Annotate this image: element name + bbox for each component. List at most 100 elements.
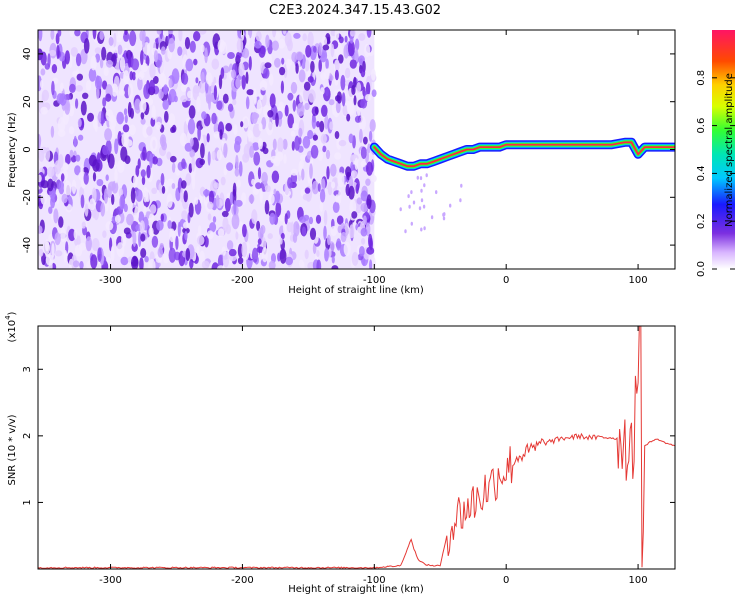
noise-blob xyxy=(340,74,346,91)
signal-scatter xyxy=(407,194,410,199)
noise-blob xyxy=(111,194,115,205)
noise-blob xyxy=(324,247,329,262)
noise-blob xyxy=(151,235,159,248)
noise-blob xyxy=(216,100,223,111)
noise-blob xyxy=(271,170,280,184)
noise-blob xyxy=(148,213,155,223)
noise-blob xyxy=(268,193,275,205)
noise-blob xyxy=(268,260,276,269)
noise-blob xyxy=(232,182,237,197)
noise-blob xyxy=(200,44,205,53)
noise-blob xyxy=(280,232,285,240)
noise-blob xyxy=(153,50,159,63)
snr-x-tick-label: 0 xyxy=(503,575,509,586)
noise-blob xyxy=(368,130,373,142)
noise-blob xyxy=(233,124,238,136)
noise-blob xyxy=(102,145,109,156)
noise-blob xyxy=(295,51,304,61)
noise-blob xyxy=(60,173,65,182)
noise-blob xyxy=(163,84,169,95)
noise-blob xyxy=(369,119,376,132)
noise-blob xyxy=(245,71,249,85)
signal-scatter xyxy=(423,226,426,231)
noise-blob xyxy=(123,227,131,235)
noise-blob xyxy=(366,30,372,38)
noise-blob xyxy=(207,201,214,210)
snr-frame xyxy=(37,325,676,570)
noise-blob xyxy=(167,220,172,229)
noise-blob xyxy=(285,256,293,266)
noise-blob xyxy=(235,231,239,240)
noise-blob xyxy=(360,146,367,159)
noise-blob xyxy=(200,142,205,159)
noise-blob xyxy=(290,168,298,176)
noise-blob xyxy=(258,122,263,132)
noise-blob xyxy=(130,187,136,204)
noise-blob xyxy=(148,227,154,237)
noise-blob xyxy=(258,45,266,58)
noise-blob xyxy=(326,166,330,180)
noise-blob xyxy=(355,183,359,194)
noise-blob xyxy=(222,65,230,74)
noise-blob xyxy=(310,145,319,159)
noise-blob xyxy=(75,154,81,162)
noise-blob xyxy=(275,112,279,128)
noise-blob xyxy=(187,118,196,135)
noise-blob xyxy=(351,211,358,219)
noise-blob xyxy=(75,53,82,67)
noise-blob xyxy=(253,88,257,104)
noise-blob xyxy=(92,172,97,182)
noise-blob xyxy=(324,113,329,130)
noise-blob xyxy=(282,138,288,150)
noise-blob xyxy=(189,137,194,147)
noise-blob xyxy=(371,68,376,81)
noise-blob xyxy=(185,173,192,186)
noise-blob xyxy=(71,179,77,194)
noise-blob xyxy=(149,204,157,214)
noise-blob xyxy=(318,42,323,56)
noise-blob xyxy=(351,84,356,96)
noise-blob xyxy=(291,141,295,151)
noise-blob xyxy=(325,86,329,97)
noise-blob xyxy=(173,95,178,103)
noise-blob xyxy=(201,111,207,120)
noise-blob xyxy=(110,245,115,262)
noise-blob xyxy=(171,162,176,173)
noise-blob xyxy=(342,105,348,116)
noise-blob xyxy=(196,96,201,113)
noise-blob xyxy=(219,129,223,140)
noise-blob xyxy=(54,232,61,246)
noise-blob xyxy=(287,113,295,129)
noise-blob xyxy=(246,34,250,46)
noise-blob xyxy=(117,44,123,55)
noise-blob xyxy=(221,210,229,218)
snr-chart: -300 -200 -100 0 100 1 2 3 Height of straight … xyxy=(4,311,676,595)
noise-blob xyxy=(236,179,241,188)
noise-blob xyxy=(242,47,250,59)
noise-blob xyxy=(90,55,97,71)
noise-blob xyxy=(231,69,236,79)
noise-blob xyxy=(351,251,359,266)
noise-blob xyxy=(287,92,294,101)
noise-blob xyxy=(302,136,311,149)
noise-blob xyxy=(181,158,186,169)
noise-blob xyxy=(251,209,258,225)
noise-blob xyxy=(290,81,298,94)
noise-blob xyxy=(207,151,211,166)
noise-blob xyxy=(266,121,274,136)
noise-blob xyxy=(64,50,70,65)
noise-blob xyxy=(211,58,220,70)
noise-blob xyxy=(277,137,284,153)
noise-blob xyxy=(47,166,55,178)
noise-blob xyxy=(130,108,134,119)
noise-blob xyxy=(149,136,158,152)
spectrogram-y-axis-label: Frequency (Hz) xyxy=(7,112,18,188)
noise-blob xyxy=(105,221,114,231)
noise-blob xyxy=(38,174,42,183)
noise-blob xyxy=(181,210,188,220)
noise-blob xyxy=(203,189,211,197)
noise-blob xyxy=(211,112,217,125)
noise-blob xyxy=(293,32,301,39)
noise-blob xyxy=(256,99,263,115)
